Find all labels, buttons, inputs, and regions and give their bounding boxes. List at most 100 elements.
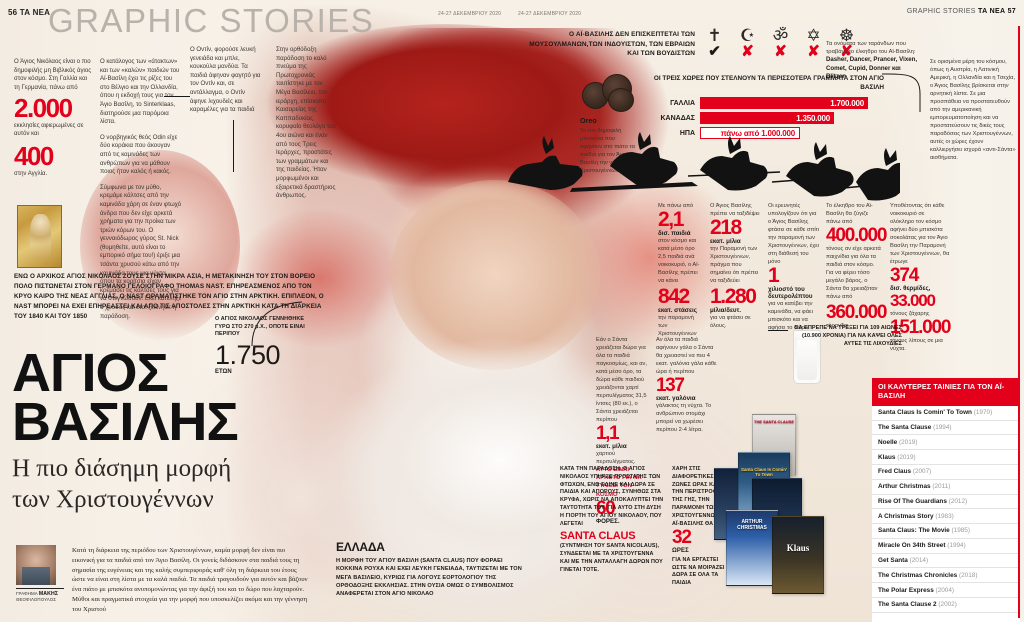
masthead: ΑΓΙΟΣ ΒΑΣΙΛΗΣ Η πιο διάσημη μορφή των Χρ…: [12, 346, 332, 515]
age-callout-leader-curve: [251, 301, 303, 347]
arthur-christmas-poster: ARTHUR CHRISTMAS: [726, 510, 778, 586]
col3-text: Ο Οντίν, φορούσε λευκή γενειάδα και μπλε…: [190, 46, 261, 114]
faiths-headline-text: Ο ΑΪ-ΒΑΣΙΛΗΣ ΔΕΝ ΕΠΙΣΚΕΠΤΕΤΑΙ ΤΩΝ ΜΟΥΣΟΥ…: [529, 31, 695, 58]
masthead-subtitle-line-2: των Χριστουγέννων: [12, 486, 214, 513]
stat-chimney-number: 1: [768, 264, 780, 287]
movie-list-item[interactable]: Rise Of The Guardians (2012): [872, 495, 1020, 510]
stat-reindeer-count-number: 360.000: [826, 302, 887, 323]
stat-children-tail: στον κόσμο και κατά μέσο όρο 2,5 παιδιά …: [658, 238, 700, 284]
judaism-star-icon: ✡: [806, 26, 821, 45]
movie-title: Santa Claus: The Movie: [878, 527, 950, 535]
movie-title: Miracle On 34th Street: [878, 542, 946, 550]
stat-millisecond-chimney: Οι ερευνητές υπολογίζουν ότι για ο Άγιος…: [768, 202, 820, 332]
column-odin-legend: Ο Οντίν, φορούσε λευκή γενειάδα και μπλε…: [190, 46, 262, 115]
chart-category-usa: ΗΠΑ: [679, 129, 695, 137]
right-red-rule: [1018, 26, 1020, 618]
greece-text: Η ΜΟΡΦΗ ΤΟΥ ΑΓΙΟΥ ΒΑΣΙΛΗ (SANTA CLAUS) Π…: [336, 558, 522, 598]
cross-out-icon-buddhism: ✘: [840, 43, 853, 60]
col2-paragraph-2: Ο νορβηγικός θεός Odin είχε δύο κοράκια …: [100, 133, 178, 176]
movie-list-item[interactable]: Noelle (2019): [872, 435, 1020, 451]
tradition-text-before: ΚΑΤΑ ΤΗΝ ΠΑΡΑΔΟΣΗ, Ο ΑΓΙΟΣ ΝΙΚΟΛΑΟΣ ΥΠΗΡ…: [560, 466, 664, 527]
movie-list-item[interactable]: Klaus (2019): [872, 450, 1020, 465]
oreo-cookies-photo: [582, 74, 636, 112]
movie-list-item[interactable]: Fred Claus (2007): [872, 465, 1020, 480]
movie-list-item[interactable]: The Christmas Chronicles (2018): [872, 568, 1020, 584]
cross-out-icon-islam: ✘: [741, 43, 754, 60]
reindeer-leader-curve: [881, 73, 921, 112]
page-number-left: 56 ΤΑ ΝΕΑ: [8, 8, 51, 17]
movie-list-item[interactable]: Get Santa (2014): [872, 554, 1020, 569]
wrapping-times-number: 60: [596, 497, 616, 519]
chart-category-canada: ΚΑΝΑΔΑΣ: [660, 114, 695, 122]
milk-tail: γάλακτος τη νύχτα. Το ανθρώπινο στομάχι …: [656, 403, 712, 433]
poster-label-klaus: Klaus: [786, 543, 810, 553]
movie-year: (2014): [909, 557, 929, 565]
masthead-subtitle-line-1: Η πιο διάσημη μορφή: [12, 455, 232, 482]
greece-section: ΕΛΛΑΔΑ Η ΜΟΡΦΗ ΤΟΥ ΑΓΙΟΥ ΒΑΣΙΛΗ (SANTA C…: [336, 540, 526, 598]
col1-intro: Ο Άγιος Νικόλαος είναι ο πιο δημοφιλής μ…: [14, 58, 92, 91]
stat-calories-unit: δισ. θερμίδες,: [890, 285, 931, 292]
movie-year: (2019): [898, 438, 918, 446]
timezones-section: ΧΑΡΗ ΣΤΙΣ ΔΙΑΦΟΡΕΤΙΚΕΣ ΖΩΝΕΣ ΩΡΑΣ ΚΑΙ ΤΗ…: [672, 466, 728, 588]
stat-chimney-tail: για να κατέβει την καμινάδα, να φάει μπι…: [768, 301, 813, 331]
movie-year: (1994): [947, 542, 966, 550]
timezones-intro: ΧΑΡΗ ΣΤΙΣ ΔΙΑΦΟΡΕΤΙΚΕΣ ΖΩΝΕΣ ΩΡΑΣ ΚΑΙ ΤΗ…: [672, 466, 728, 527]
issue-date-right: 24-27 ΔΕΚΕΜΒΡΙΟΥ 2020: [518, 11, 582, 17]
stat-children-unit: δισ. παιδιά: [658, 230, 691, 237]
christian-cross-icon: ✝: [707, 26, 722, 45]
wrapping-tail: χαρτιού περιτυλίγματος.: [596, 451, 636, 465]
issue-date-left: 24-27 ΔΕΚΕΜΒΡΙΟΥ 2020: [438, 11, 502, 17]
movie-year: (1970): [973, 409, 993, 417]
faiths-headline: Ο ΑΪ-ΒΑΣΙΛΗΣ ΔΕΝ ΕΠΙΣΚΕΠΤΕΤΑΙ ΤΩΝ ΜΟΥΣΟΥ…: [520, 30, 695, 59]
letters-chart-title: ΟΙ ΤΡΕΙΣ ΧΩΡΕΣ ΠΟΥ ΣΤΕΛΝΟΥΝ ΤΑ ΠΕΡΙΣΣΟΤΕ…: [653, 75, 884, 91]
movie-list-item[interactable]: A Christmas Story (1983): [872, 509, 1020, 525]
stat-children-intro: Με πάνω από: [658, 203, 694, 209]
timezones-hours-number: 32: [672, 527, 692, 549]
wrapping-times-unit: ΦΟΡΕΣ.: [596, 517, 620, 525]
stat-chimney-intro: Οι ερευνητές υπολογίζουν ότι για ο Άγιος…: [768, 203, 820, 265]
stat-weight-tail: τόνους αν είχε αρκετά παιχνίδια για όλα …: [826, 246, 881, 300]
header-right: GRAPHIC STORIES ΤΑ ΝΕΑ 57: [907, 8, 1016, 15]
movie-title: Fred Claus: [878, 468, 912, 476]
column-naughty-nice-list: Ο κατάλογος των «άτακτων» και των «καλών…: [100, 58, 182, 328]
stat-sleigh-weight: Το έλκηθρο του Αϊ-Βασίλη θα ζύγιζε πάνω …: [826, 202, 887, 330]
leader-line-odin: [164, 96, 190, 97]
stat-fat-unit: τόνους λίπους σε μια νύχτα.: [890, 338, 943, 352]
klaus-poster: Klaus: [772, 516, 824, 594]
movie-list-item[interactable]: The Santa Clause 2 (2002): [872, 598, 1020, 613]
movie-list-item[interactable]: Santa Claus: The Movie (1985): [872, 524, 1020, 539]
saint-age-number: 1.750: [215, 339, 281, 370]
check-icon: ✔: [708, 43, 721, 60]
stat-speed-unit: μίλια/δευτ.: [710, 307, 741, 314]
movie-list-item[interactable]: Arthur Christmas (2011): [872, 480, 1020, 495]
byline-rule: [16, 588, 64, 589]
movie-list-item[interactable]: Santa Claus Is Comin' To Town (1970): [872, 406, 1020, 421]
section-title: GRAPHIC STORIES: [48, 2, 375, 39]
stat-calories-number: 374: [890, 265, 919, 286]
movie-list-item[interactable]: The Santa Clause (1994): [872, 421, 1020, 436]
stat-miles-unit: εκατ. μίλια: [710, 238, 741, 245]
stat-sugar-number: 33.000: [890, 291, 936, 310]
sleigh-reindeer-silhouette: [508, 132, 900, 201]
stat-weight-number: 400.000: [826, 225, 887, 246]
movie-year: (2011): [932, 483, 951, 491]
oreo-title: Oreo: [580, 116, 597, 125]
page-number-right: 57: [1007, 8, 1016, 15]
faith-buddhism: ☸ ✘: [832, 26, 861, 59]
thomas-nast-caption: ΕΝΩ Ο ΑΡΧΙΚΟΣ ΑΓΙΟΣ ΝΙΚΟΛΑΟΣ ΖΟΥΣΕ ΣΤΗΝ …: [14, 272, 324, 322]
movie-title: The Christmas Chronicles: [878, 571, 958, 579]
stat-weight-intro: Το έλκηθρο του Αϊ-Βασίλη θα ζύγιζε πάνω …: [826, 203, 873, 225]
reindeer-names-note: Τα ονόματα των ταράνδων που τραβάνε το έ…: [826, 40, 918, 82]
stat-churches-label: εκκλησίες αφιερωμένες σε αυτόν και: [14, 123, 84, 138]
movie-list-item[interactable]: The Polar Express (2004): [872, 583, 1020, 598]
movie-title: The Santa Clause 2: [878, 601, 937, 609]
timezones-hours-unit: ΩΡΕΣ: [672, 548, 689, 555]
byline-prefix: ΓΡΑΦΗΜΑ: [16, 591, 38, 596]
movie-list-item[interactable]: Miracle On 34th Street (1994): [872, 539, 1020, 554]
chart-row-usa: ΗΠΑ πάνω από 1.000.000: [648, 127, 884, 139]
movie-title: Rise Of The Guardians: [878, 497, 947, 505]
faith-hinduism: ॐ ✘: [766, 26, 795, 59]
movie-title: The Santa Clause: [878, 423, 932, 431]
reindeer-names-list: Dasher, Dancer, Prancer, Vixen, Comet, C…: [826, 56, 918, 81]
